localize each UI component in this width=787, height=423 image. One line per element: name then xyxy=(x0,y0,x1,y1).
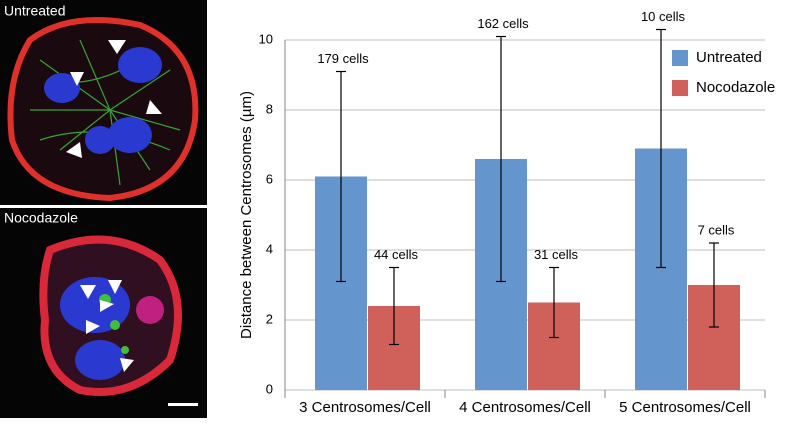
legend-label: Untreated xyxy=(696,49,762,66)
error-bar xyxy=(496,35,506,283)
error-bar xyxy=(336,70,346,283)
error-bar xyxy=(549,266,559,339)
y-tick-label: 10 xyxy=(259,31,273,46)
micrograph-nocodazole: Nocodazole xyxy=(0,208,207,418)
error-bar xyxy=(389,266,399,346)
micrograph-untreated: Untreated xyxy=(0,0,207,205)
y-tick-label: 2 xyxy=(266,311,273,326)
image-label: Untreated xyxy=(4,3,65,19)
legend-label: Nocodazole xyxy=(696,79,775,96)
cell-count: 179 cells xyxy=(317,51,369,66)
y-tick-label: 8 xyxy=(266,101,273,116)
cell-count: 10 cells xyxy=(641,9,686,24)
x-tick-label: 4 Centrosomes/Cell xyxy=(459,399,591,416)
cell-count: 44 cells xyxy=(374,247,419,262)
y-axis-label: Distance between Centrosomes (µm) xyxy=(238,91,255,339)
y-tick-label: 6 xyxy=(266,171,273,186)
error-bar xyxy=(656,28,666,269)
image-label: Nocodazole xyxy=(4,210,78,226)
legend-swatch xyxy=(672,80,688,96)
error-bar xyxy=(709,242,719,328)
cell-count: 31 cells xyxy=(534,247,579,262)
x-tick-label: 3 Centrosomes/Cell xyxy=(299,399,431,416)
y-tick-label: 0 xyxy=(266,381,273,396)
cell-count: 162 cells xyxy=(477,16,529,31)
x-tick-label: 5 Centrosomes/Cell xyxy=(619,399,751,416)
y-tick-label: 4 xyxy=(266,241,273,256)
cell-count: 7 cells xyxy=(698,222,735,237)
legend-swatch xyxy=(672,50,688,66)
